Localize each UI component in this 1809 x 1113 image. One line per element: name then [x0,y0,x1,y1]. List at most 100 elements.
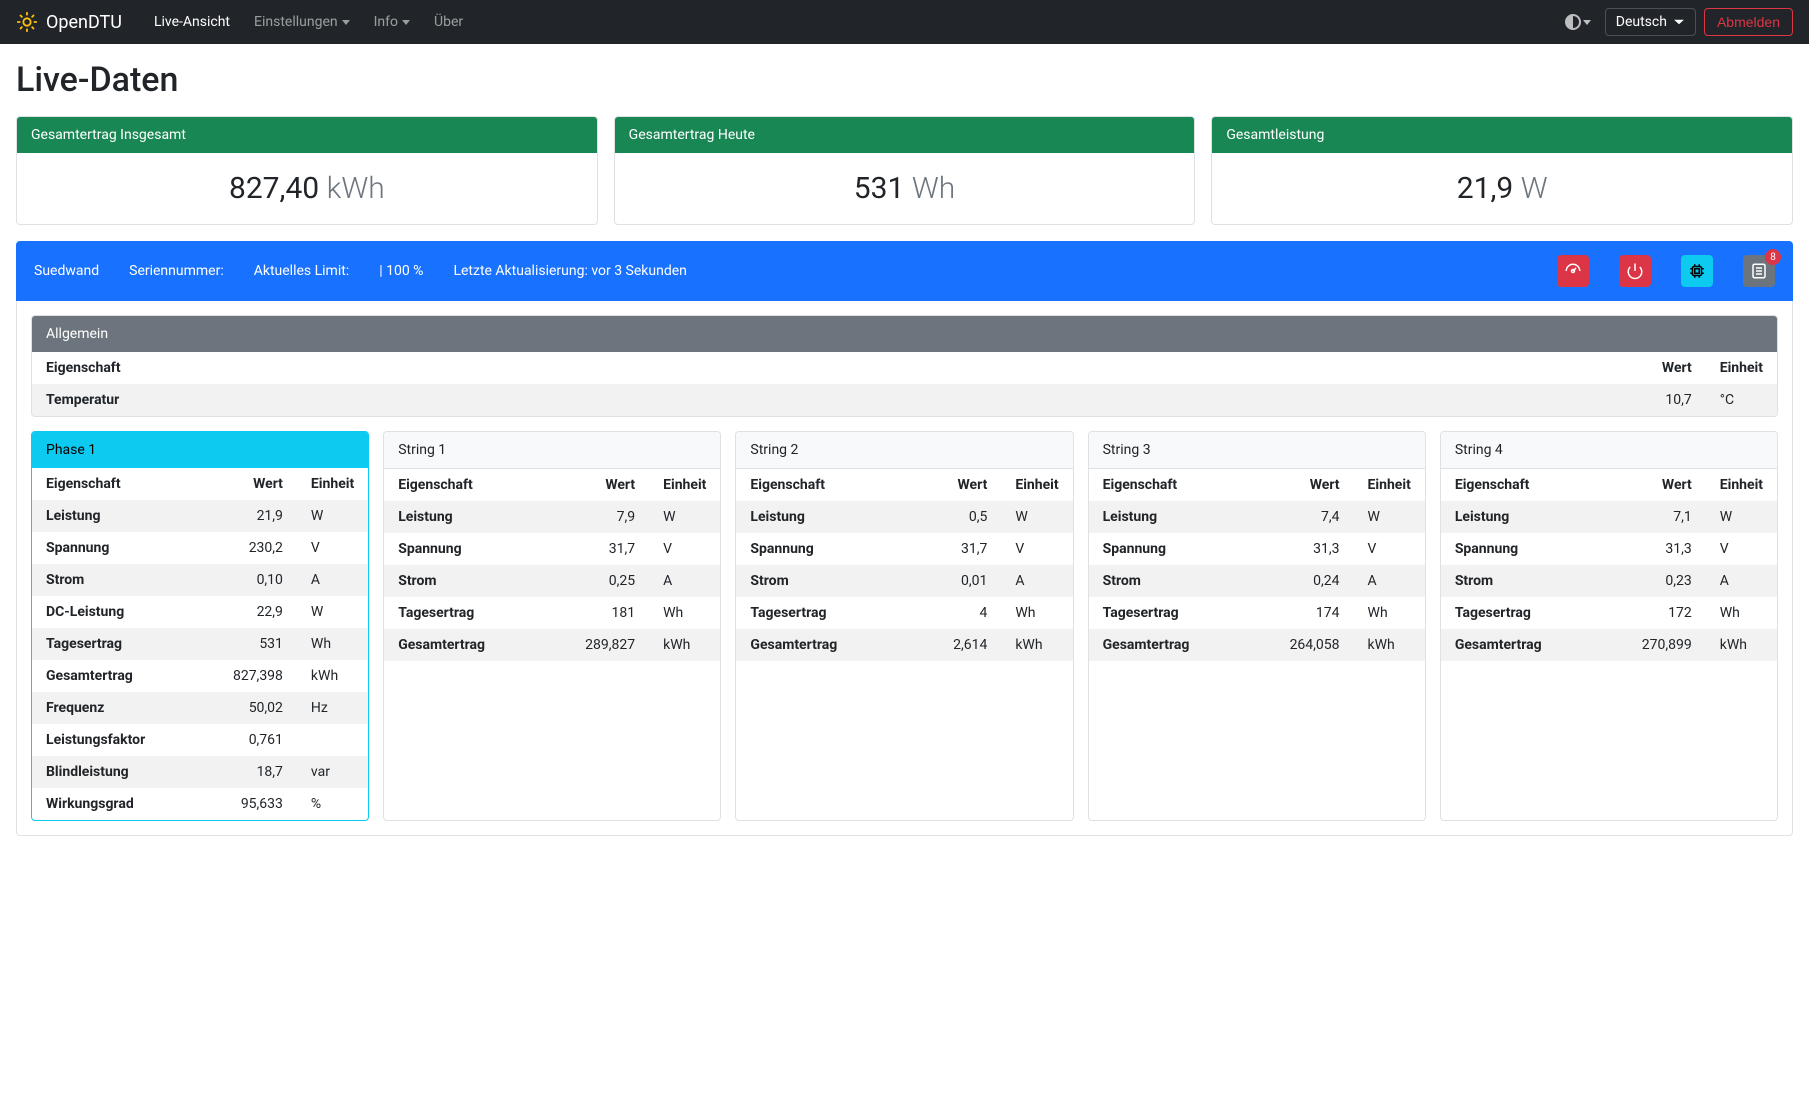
sun-icon [16,11,38,33]
table-row: Temperatur10,7°C [32,384,1777,416]
nav-settings[interactable]: Einstellungen [242,6,362,38]
summary-unit: kWh [327,171,385,206]
nav-info-label: Info [374,14,398,30]
table-row: Tagesertrag531Wh [32,628,368,660]
unit-cell: V [1001,533,1072,565]
logout-button[interactable]: Abmelden [1704,8,1793,36]
table-row: Leistung7,9W [384,501,720,533]
col-prop: Eigenschaft [32,352,1102,384]
log-badge: 8 [1765,249,1781,265]
nav-settings-label: Einstellungen [254,14,338,30]
cards-row: Phase 1EigenschaftWertEinheitLeistung21,… [31,431,1778,821]
unit-cell: Wh [1001,597,1072,629]
power-button[interactable] [1619,255,1651,287]
nav-about[interactable]: Über [422,6,475,38]
table-row: Gesamtertrag264,058kWh [1089,629,1425,661]
unit-cell: var [297,756,368,788]
unit-cell: V [1706,533,1777,565]
summary-card: Gesamtertrag Insgesamt827,40 kWh [16,116,598,225]
inverter-name: Suedwand [34,263,99,279]
table-row: Strom0,01A [736,565,1072,597]
card-header: String 4 [1441,432,1777,469]
prop-cell: Blindleistung [32,756,196,788]
table-row: Leistungsfaktor0,761 [32,724,368,756]
val-cell: 181 [542,597,649,629]
card-table: EigenschaftWertEinheitLeistung7,1WSpannu… [1441,469,1777,661]
summary-card: Gesamtertrag Heute531 Wh [614,116,1196,225]
page-title: Live-Daten [16,60,1793,100]
val-cell: 0,23 [1599,565,1706,597]
log-button[interactable]: 8 [1743,255,1775,287]
table-row: Tagesertrag4Wh [736,597,1072,629]
table-row: Wirkungsgrad95,633% [32,788,368,820]
summary-unit: Wh [912,171,955,206]
prop-cell: Gesamtertrag [384,629,542,661]
table-row: Gesamtertrag827,398kWh [32,660,368,692]
brand-link[interactable]: OpenDTU [16,11,122,33]
prop-cell: Spannung [32,532,196,564]
val-cell: 7,1 [1599,501,1706,533]
unit-cell: kWh [1706,629,1777,661]
prop-cell: DC-Leistung [32,596,196,628]
val-cell: 31,3 [1599,533,1706,565]
string-card: String 4EigenschaftWertEinheitLeistung7,… [1440,431,1778,821]
language-select[interactable]: Deutsch [1605,8,1696,36]
val-cell: 0,24 [1246,565,1353,597]
nav-live[interactable]: Live-Ansicht [142,6,242,38]
card-header: String 2 [736,432,1072,469]
table-row: Spannung230,2V [32,532,368,564]
inverter-serial-label: Seriennummer: [129,263,224,279]
unit-cell: A [1706,565,1777,597]
unit-cell: V [1354,533,1425,565]
unit-cell: Hz [297,692,368,724]
summary-header: Gesamtertrag Insgesamt [17,117,597,153]
val-cell: 21,9 [196,500,297,532]
string-card: String 1EigenschaftWertEinheitLeistung7,… [383,431,721,821]
col-prop: Eigenschaft [1441,469,1599,501]
val-cell: 270,899 [1599,629,1706,661]
col-prop: Eigenschaft [384,469,542,501]
table-row: Blindleistung18,7var [32,756,368,788]
prop-cell: Leistung [1089,501,1247,533]
table-row: Gesamtertrag2,614kWh [736,629,1072,661]
col-prop: Eigenschaft [1089,469,1247,501]
half-circle-icon [1565,14,1581,30]
prop-cell: Tagesertrag [384,597,542,629]
card-table: EigenschaftWertEinheitLeistung0,5WSpannu… [736,469,1072,661]
general-table: Eigenschaft Wert Einheit Temperatur10,7°… [32,352,1777,416]
unit-cell: V [297,532,368,564]
prop-cell: Strom [736,565,908,597]
chip-button[interactable] [1681,255,1713,287]
col-unit: Einheit [1001,469,1072,501]
prop-cell: Gesamtertrag [1441,629,1599,661]
val-cell: 4 [908,597,1001,629]
unit-cell: A [649,565,720,597]
col-unit: Einheit [649,469,720,501]
unit-cell: Wh [1706,597,1777,629]
table-row: Frequenz50,02Hz [32,692,368,724]
val-cell: 0,01 [908,565,1001,597]
table-row: Strom0,25A [384,565,720,597]
unit-cell: Wh [1354,597,1425,629]
prop-cell: Spannung [384,533,542,565]
theme-toggle[interactable] [1559,8,1597,36]
prop-cell: Tagesertrag [736,597,908,629]
prop-cell: Leistung [32,500,196,532]
summary-header: Gesamtleistung [1212,117,1792,153]
unit-cell: Wh [649,597,720,629]
val-cell: 7,9 [542,501,649,533]
prop-cell: Leistung [384,501,542,533]
nav-info[interactable]: Info [362,6,422,38]
val-cell: 95,633 [196,788,297,820]
val-cell: 10,7 [1102,384,1705,416]
val-cell: 0,10 [196,564,297,596]
val-cell: 0,25 [542,565,649,597]
table-row: Leistung7,1W [1441,501,1777,533]
unit-cell: A [1001,565,1072,597]
summary-card: Gesamtleistung21,9 W [1211,116,1793,225]
brand-text: OpenDTU [46,12,122,33]
col-val: Wert [1246,469,1353,501]
val-cell: 230,2 [196,532,297,564]
gauge-button[interactable] [1557,255,1589,287]
prop-cell: Frequenz [32,692,196,724]
